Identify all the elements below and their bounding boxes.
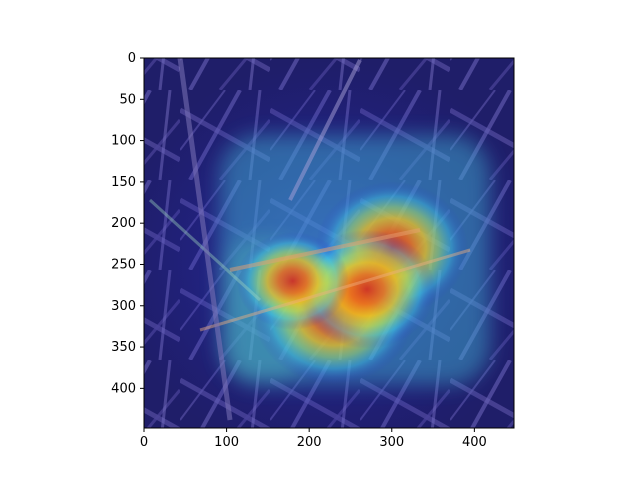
axes-frame — [143, 57, 515, 429]
y-axis: 0 50 100 150 200 250 300 350 400 — [111, 51, 144, 396]
hotspot-3 — [236, 231, 350, 330]
y-tick-label: 0 — [128, 51, 136, 66]
x-tick-label: 200 — [297, 435, 322, 450]
x-tick-label: 300 — [379, 435, 404, 450]
y-tick-label: 200 — [111, 216, 136, 231]
x-tick-label: 100 — [214, 435, 239, 450]
y-tick-label: 100 — [111, 134, 136, 149]
y-tick-label: 50 — [119, 92, 136, 107]
y-tick-label: 250 — [111, 257, 136, 272]
y-tick-label: 400 — [111, 381, 136, 396]
hotspots — [236, 181, 469, 385]
heatmap-image — [144, 58, 514, 428]
x-tick-label: 0 — [140, 435, 148, 450]
y-tick-label: 150 — [111, 175, 136, 190]
y-tick-label: 350 — [111, 340, 136, 355]
x-tick-label: 400 — [462, 435, 487, 450]
y-tick-label: 300 — [111, 299, 136, 314]
x-axis: 0 100 200 300 400 — [140, 428, 487, 450]
